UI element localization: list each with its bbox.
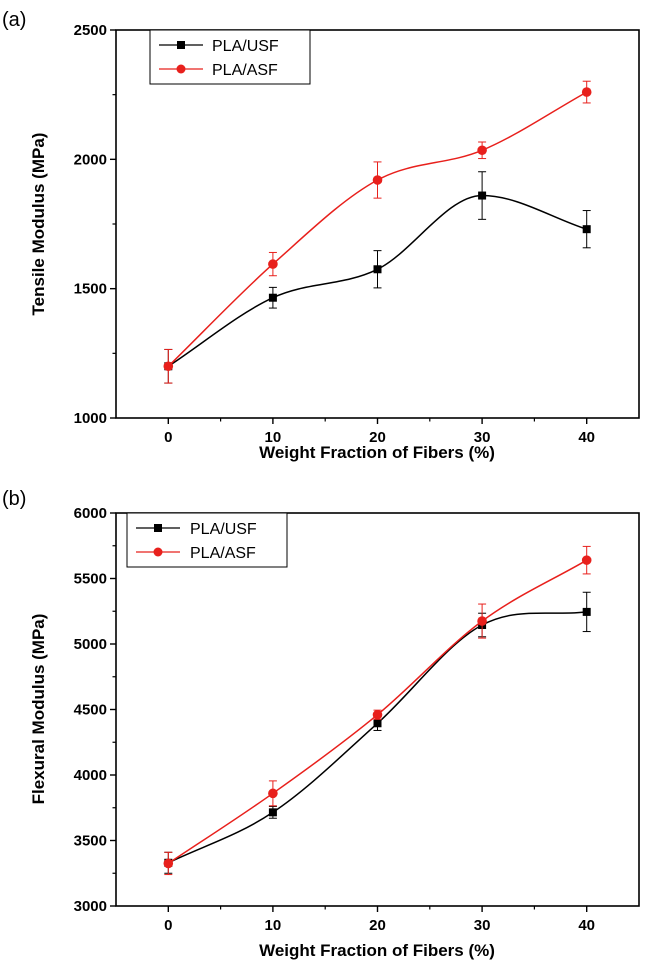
- y-tick-label: 4500: [74, 702, 107, 719]
- x-tick-label: 30: [474, 429, 491, 446]
- data-point: [268, 293, 277, 302]
- data-point: [373, 265, 382, 274]
- legend-marker-usf: [154, 524, 162, 532]
- y-tick-label: 3500: [74, 833, 107, 850]
- data-point: [268, 808, 277, 817]
- data-point: [478, 191, 487, 200]
- x-tick-label: 20: [369, 429, 386, 446]
- data-point: [373, 719, 382, 728]
- panel-b: (b) 0 10 20 30 40 3000 3500 4000 4500 5000 5500 600…: [2, 488, 640, 960]
- legend-a: PLA/USF PLA/ASF: [149, 29, 311, 85]
- data-point: [581, 87, 592, 97]
- x-tick-label: 30: [474, 917, 491, 934]
- legend-box: [149, 29, 311, 85]
- data-point: [581, 555, 592, 565]
- y-tick-label: 6000: [74, 505, 107, 522]
- y-tick-label: 4000: [74, 767, 107, 784]
- data-point: [582, 225, 591, 234]
- legend-label-asf: PLA/ASF: [190, 545, 256, 562]
- y-tick-label: 1000: [74, 410, 107, 427]
- data-point: [268, 788, 278, 799]
- legend-label-usf: PLA/USF: [190, 521, 257, 538]
- panel-label-a: (a): [2, 9, 26, 31]
- x-axis-title: Weight Fraction of Fibers (%): [259, 443, 495, 462]
- legend-label-asf: PLA/ASF: [212, 62, 278, 79]
- data-point: [163, 858, 174, 869]
- panel-a: (a) 0 10 20 30 40 1000 1500 2000 2500 Weight Fra…: [2, 9, 640, 462]
- x-tick-label: 20: [369, 917, 386, 934]
- legend-marker-usf: [177, 41, 185, 49]
- y-tick-label: 2000: [74, 151, 107, 168]
- x-tick-label: 0: [164, 917, 172, 934]
- y-tick-label: 5000: [74, 636, 107, 653]
- x-axis-title: Weight Fraction of Fibers (%): [259, 941, 495, 960]
- legend-b: PLA/USF PLA/ASF: [126, 512, 288, 568]
- data-point: [582, 607, 591, 616]
- plot-area-a: 0 10 20 30 40 1000 1500 2000 2500: [74, 22, 595, 446]
- y-tick-label: 3000: [74, 898, 107, 915]
- legend-marker-asf: [176, 64, 186, 74]
- plot-frame: [115, 512, 640, 907]
- data-point: [372, 709, 383, 720]
- legend-marker-asf: [153, 547, 163, 557]
- y-tick-label: 1500: [74, 281, 107, 298]
- legend-box: [126, 512, 288, 568]
- x-tick-label: 40: [578, 429, 595, 446]
- x-tick-label: 10: [265, 429, 282, 446]
- x-tick-label: 40: [578, 917, 595, 934]
- series-line: [167, 611, 587, 864]
- y-tick-label: 2500: [74, 22, 107, 39]
- legend-label-usf: PLA/USF: [212, 38, 279, 55]
- data-point: [163, 361, 174, 372]
- data-point: [372, 175, 383, 185]
- x-tick-label: 10: [265, 917, 282, 934]
- y-axis-title: Flexural Modulus (MPa): [29, 614, 48, 805]
- plot-area-b: 0 10 20 30 40 3000 3500 4000 4500 5000 5500 6000: [74, 505, 595, 934]
- x-tick-label: 0: [164, 429, 172, 446]
- data-point: [477, 145, 487, 156]
- data-point: [268, 259, 278, 269]
- series-line: [167, 91, 588, 367]
- y-tick-label: 5500: [74, 571, 107, 588]
- panel-label-b: (b): [2, 488, 26, 510]
- y-axis-title: Tensile Modulus (MPa): [29, 133, 48, 316]
- plot-frame: [115, 29, 640, 419]
- data-point: [477, 616, 487, 626]
